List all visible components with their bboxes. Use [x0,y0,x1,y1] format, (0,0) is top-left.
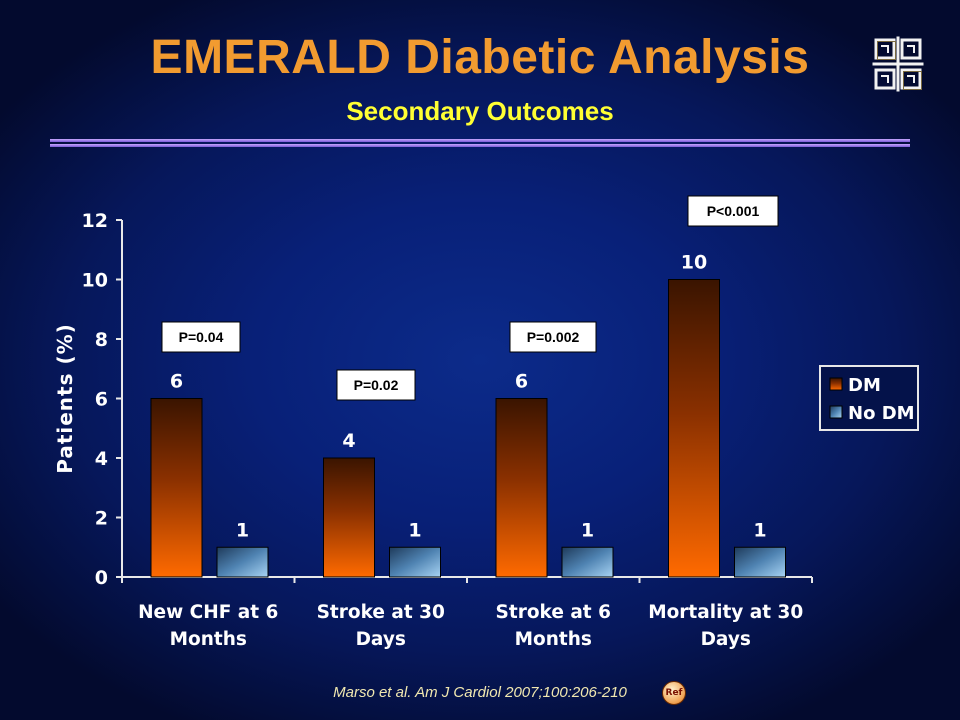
chart-bars [150,279,786,578]
bar-value-label: 4 [342,430,355,452]
bar-dm [150,398,203,578]
y-tick-label: 6 [95,389,108,411]
x-category-label: Mortality at 30 [648,602,803,623]
bar-value-label: 6 [170,371,183,393]
legend-box [819,365,919,431]
chart-axes: 0 2 4 6 8 10 12 Patients (%) [53,210,813,589]
bar-dm [495,398,548,578]
bar-no-dm [389,546,441,578]
p-value-box [509,321,597,353]
p-value-box [336,369,416,401]
bar-value-label: 1 [581,519,594,541]
legend-label: DM [848,375,881,396]
x-category-label: Stroke at 30 [317,602,445,623]
legend-swatch [829,405,843,419]
legend-swatch [829,377,843,391]
chart-labels: 6 4 6 10 1 1 1 1 New CHF at 6 Months Stroke at 30 D… [138,195,803,650]
divider-line [50,139,910,142]
y-tick-label: 4 [95,448,108,470]
x-category-label: Days [356,629,406,650]
y-tick-label: 8 [95,329,108,351]
p-value-label: P<0.001 [707,203,760,219]
bar-value-label: 10 [681,252,707,274]
y-tick-label: 10 [82,270,108,292]
divider-line [50,144,910,147]
bar-value-label: 1 [236,519,249,541]
bar-no-dm [734,546,786,578]
bar-value-label: 6 [515,371,528,393]
p-value-box [687,195,779,227]
bar-no-dm [561,546,614,578]
y-axis-label: Patients (%) [53,323,77,474]
chart-legend: DM No DM [819,365,919,431]
x-category-label: New CHF at 6 [138,602,278,623]
citation-text: Marso et al. Am J Cardiol 2007;100:206-2… [333,684,627,701]
x-category-label: Months [170,629,247,650]
slide-title: EMERALD Diabetic Analysis [150,31,810,84]
p-value-label: P=0.002 [527,329,580,345]
y-tick-label: 2 [95,508,108,530]
slide-subtitle: Secondary Outcomes [346,96,614,126]
x-category-label: Months [515,629,592,650]
y-tick-label: 12 [82,210,108,232]
x-category-label: Days [701,629,751,650]
bar-value-label: 1 [408,519,421,541]
x-category-label: Stroke at 6 [496,602,611,623]
bar-dm [323,457,375,578]
bar-no-dm [216,546,269,578]
bar-dm [668,279,720,578]
legend-label: No DM [848,403,915,424]
bar-value-label: 1 [753,519,766,541]
p-value-label: P=0.04 [179,329,224,345]
p-value-box [161,321,241,353]
y-tick-label: 0 [95,567,108,589]
reference-icon[interactable]: Ref [662,681,686,705]
p-value-label: P=0.02 [354,377,399,393]
ornamental-logo-icon [872,36,924,92]
